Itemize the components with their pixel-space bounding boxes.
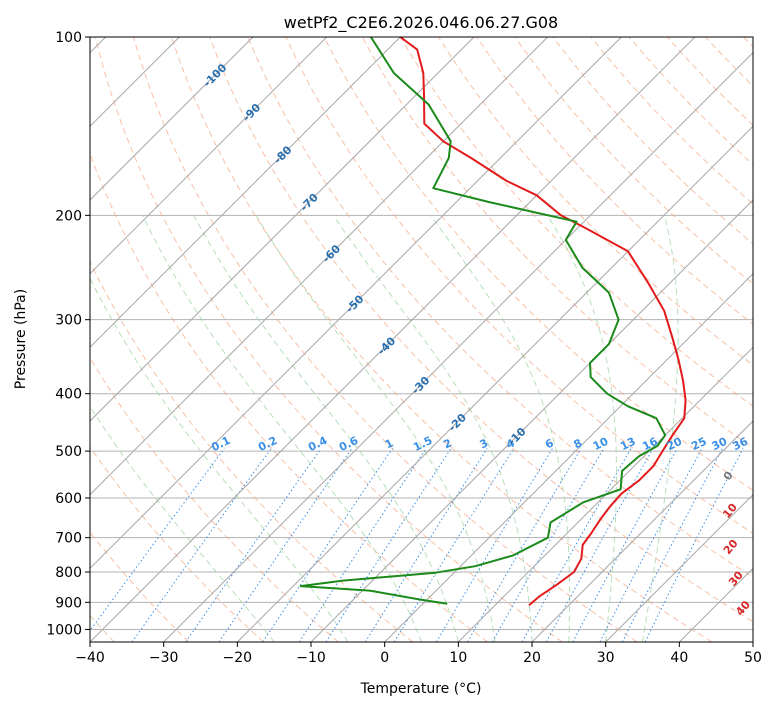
x-tick-label: 20	[523, 650, 541, 666]
y-tick-label: 200	[55, 208, 82, 224]
x-tick-label: 50	[744, 650, 762, 666]
chart-title: wetPf2_C2E6.2026.046.06.27.G08	[284, 13, 558, 33]
x-tick-label: −40	[75, 650, 105, 666]
y-tick-label: 400	[55, 387, 82, 403]
y-tick-label: 800	[55, 565, 82, 581]
y-tick-label: 100	[55, 30, 82, 46]
x-tick-label: 30	[597, 650, 615, 666]
x-tick-label: −30	[149, 650, 179, 666]
y-tick-label: 600	[55, 491, 82, 507]
x-axis-label: Temperature (°C)	[360, 681, 482, 697]
y-tick-label: 300	[55, 313, 82, 329]
y-tick-label: 500	[55, 444, 82, 460]
x-tick-label: −10	[296, 650, 326, 666]
x-tick-label: 40	[670, 650, 688, 666]
x-tick-label: 0	[380, 650, 389, 666]
y-axis-label: Pressure (hPa)	[13, 289, 29, 389]
y-tick-label: 700	[55, 531, 82, 547]
x-tick-label: 10	[449, 650, 467, 666]
x-tick-label: −20	[223, 650, 253, 666]
y-tick-label: 1000	[46, 622, 82, 638]
y-tick-label: 900	[55, 595, 82, 611]
